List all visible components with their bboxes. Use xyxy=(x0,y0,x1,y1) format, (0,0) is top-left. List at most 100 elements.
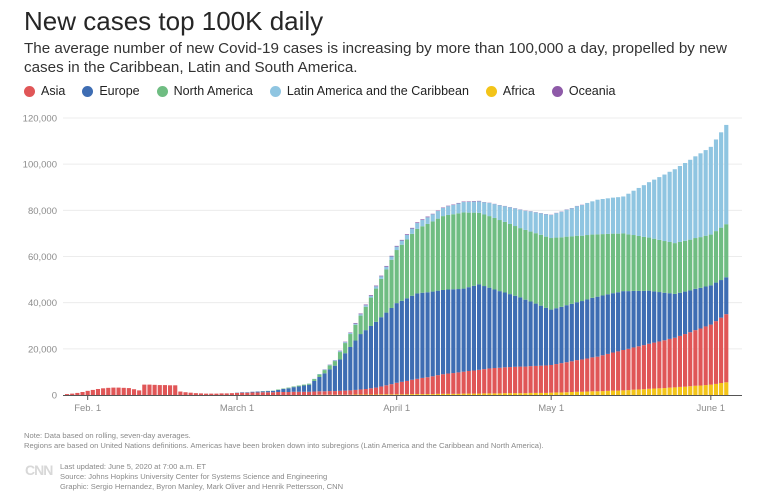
bar-asia xyxy=(245,392,250,395)
bar-asia xyxy=(337,390,343,395)
bar-europe xyxy=(646,290,652,344)
bar-latin-america-and-the-caribbean xyxy=(482,202,487,215)
bar-europe xyxy=(595,296,600,357)
bar-africa xyxy=(693,385,698,395)
bar-europe xyxy=(410,295,415,380)
bar-europe xyxy=(616,292,621,352)
legend: Asia Europe North America Latin America and… xyxy=(24,84,632,98)
bar-europe xyxy=(343,353,348,391)
bar-asia xyxy=(162,385,167,395)
bar-asia xyxy=(260,392,265,395)
bar-north-america xyxy=(513,226,518,296)
bar-asia xyxy=(523,366,528,394)
bar-asia xyxy=(549,364,554,393)
bar-north-america xyxy=(616,233,621,293)
bar-oceania xyxy=(415,222,420,224)
bar-africa xyxy=(543,392,549,395)
bar-asia xyxy=(533,365,538,393)
bar-africa xyxy=(440,393,446,395)
bar-latin-america-and-the-caribbean xyxy=(600,199,605,235)
bar-oceania xyxy=(389,255,394,257)
bar-europe xyxy=(543,307,549,366)
bar-europe xyxy=(713,282,719,322)
bar-europe xyxy=(590,297,595,358)
bar-north-america xyxy=(435,218,440,291)
bar-latin-america-and-the-caribbean xyxy=(518,209,523,229)
bar-north-america xyxy=(580,235,585,302)
bar-europe xyxy=(446,289,451,374)
bar-north-america xyxy=(667,241,672,294)
bar-north-america xyxy=(322,370,327,374)
bar-asia xyxy=(641,345,646,390)
bar-asia xyxy=(497,367,502,394)
bar-africa xyxy=(616,390,621,395)
bar-asia xyxy=(312,391,317,395)
bar-north-america xyxy=(559,237,564,307)
bar-africa xyxy=(538,392,543,395)
bar-asia xyxy=(595,356,600,392)
bar-asia xyxy=(477,369,482,394)
bar-asia xyxy=(456,372,461,394)
bar-asia xyxy=(724,314,729,383)
bar-asia xyxy=(502,367,507,394)
bar-latin-america-and-the-caribbean xyxy=(420,220,425,227)
bar-africa xyxy=(477,393,482,395)
bar-asia xyxy=(101,388,106,395)
bar-latin-america-and-the-caribbean xyxy=(358,314,363,316)
bar-africa xyxy=(389,394,394,395)
credits: Last updated: June 5, 2020 at 7:00 a.m. … xyxy=(60,462,343,492)
bar-north-america xyxy=(652,238,657,292)
bar-asia xyxy=(461,371,466,394)
bar-africa xyxy=(461,393,466,395)
chart-subtitle: The average number of new Covid-19 cases… xyxy=(24,40,727,76)
bar-oceania xyxy=(410,227,415,229)
bar-africa xyxy=(713,383,719,395)
bar-africa xyxy=(471,393,476,395)
bar-asia xyxy=(672,337,677,388)
bar-north-america xyxy=(384,269,389,313)
legend-swatch xyxy=(82,85,94,97)
bar-asia xyxy=(652,342,657,389)
bar-asia xyxy=(425,377,430,395)
bar-asia xyxy=(348,390,353,395)
bar-asia xyxy=(543,365,549,393)
bar-europe xyxy=(482,286,487,370)
bar-asia xyxy=(528,366,533,393)
bar-north-america xyxy=(585,235,590,300)
legend-label: Africa xyxy=(502,84,535,98)
x-tick-label: Feb. 1 xyxy=(74,403,101,414)
bar-latin-america-and-the-caribbean xyxy=(379,276,384,279)
bar-latin-america-and-the-caribbean xyxy=(708,146,713,235)
bar-europe xyxy=(574,302,579,361)
bar-latin-america-and-the-caribbean xyxy=(652,179,657,239)
bar-north-america xyxy=(327,365,332,370)
bar-europe xyxy=(327,369,332,392)
bar-asia xyxy=(240,392,245,395)
y-tick-label: 80,000 xyxy=(28,206,57,217)
bar-latin-america-and-the-caribbean xyxy=(631,190,636,236)
bar-north-america xyxy=(677,241,682,293)
bar-africa xyxy=(446,393,451,395)
bar-asia xyxy=(363,388,368,395)
bar-africa xyxy=(610,390,616,395)
bar-europe xyxy=(399,300,404,382)
bar-latin-america-and-the-caribbean xyxy=(471,201,476,213)
legend-item-africa: Africa xyxy=(485,84,535,98)
bar-latin-america-and-the-caribbean xyxy=(446,206,451,215)
bar-latin-america-and-the-caribbean xyxy=(487,202,492,217)
bar-africa xyxy=(595,391,600,395)
bar-asia xyxy=(301,391,307,395)
bar-latin-america-and-the-caribbean xyxy=(610,197,616,234)
bar-oceania xyxy=(404,234,410,235)
bar-latin-america-and-the-caribbean xyxy=(348,332,353,335)
bar-africa xyxy=(435,393,440,395)
bar-latin-america-and-the-caribbean xyxy=(688,159,693,240)
bar-north-america xyxy=(554,237,559,309)
bar-latin-america-and-the-caribbean xyxy=(569,208,574,237)
bar-oceania xyxy=(379,275,384,277)
legend-label: Europe xyxy=(99,84,140,98)
bar-europe xyxy=(507,294,513,368)
bar-asia xyxy=(281,391,286,395)
bar-asia xyxy=(698,328,703,386)
chart-title: New cases top 100K daily xyxy=(24,6,324,36)
